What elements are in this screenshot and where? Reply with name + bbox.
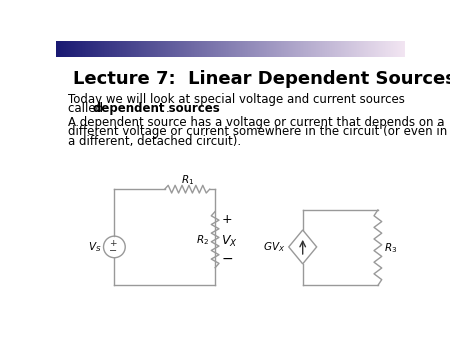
Text: −: − xyxy=(109,246,117,256)
Text: .: . xyxy=(166,102,170,115)
Text: $R_2$: $R_2$ xyxy=(196,233,209,246)
Text: called: called xyxy=(68,102,107,115)
Text: +: + xyxy=(221,213,232,226)
Text: −: − xyxy=(221,252,233,266)
Text: Lecture 7:  Linear Dependent Sources: Lecture 7: Linear Dependent Sources xyxy=(73,70,450,88)
Text: $R_1$: $R_1$ xyxy=(180,173,194,187)
Text: $V_X$: $V_X$ xyxy=(221,234,238,249)
Text: +: + xyxy=(109,239,117,247)
Text: $V_S$: $V_S$ xyxy=(88,240,101,254)
Text: a different, detached circuit).: a different, detached circuit). xyxy=(68,135,241,147)
Text: $GV_X$: $GV_X$ xyxy=(263,240,286,254)
Text: different voltage or current somewhere in the circuit (or even in: different voltage or current somewhere i… xyxy=(68,125,447,138)
Text: A dependent source has a voltage or current that depends on a: A dependent source has a voltage or curr… xyxy=(68,116,445,129)
Text: $R_3$: $R_3$ xyxy=(384,241,397,255)
Text: Today we will look at special voltage and current sources: Today we will look at special voltage an… xyxy=(68,93,405,106)
Text: dependent sources: dependent sources xyxy=(94,102,220,115)
